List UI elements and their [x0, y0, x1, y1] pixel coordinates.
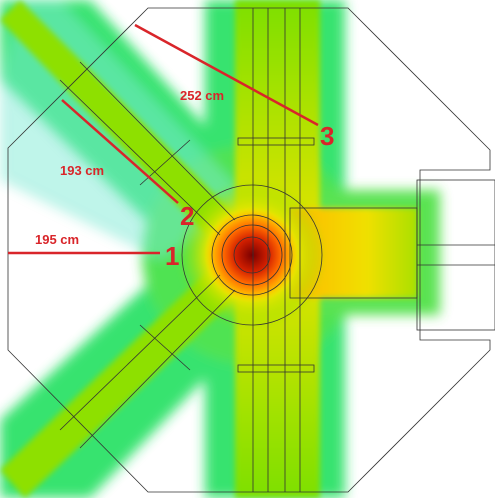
- distance-label: 195 cm: [35, 232, 79, 247]
- annotations: 195 cm 1 193 cm 2 252 cm 3: [8, 23, 334, 271]
- measure-line: [61, 99, 179, 204]
- marker-label: 1: [165, 241, 179, 271]
- marker-label: 2: [180, 201, 194, 231]
- distance-label: 252 cm: [180, 88, 224, 103]
- flux-field: [0, 0, 440, 498]
- geometry-outline: [7, 7, 495, 493]
- distance-label: 193 cm: [60, 163, 104, 178]
- measure-line: [134, 23, 319, 127]
- marker-label: 3: [320, 121, 334, 151]
